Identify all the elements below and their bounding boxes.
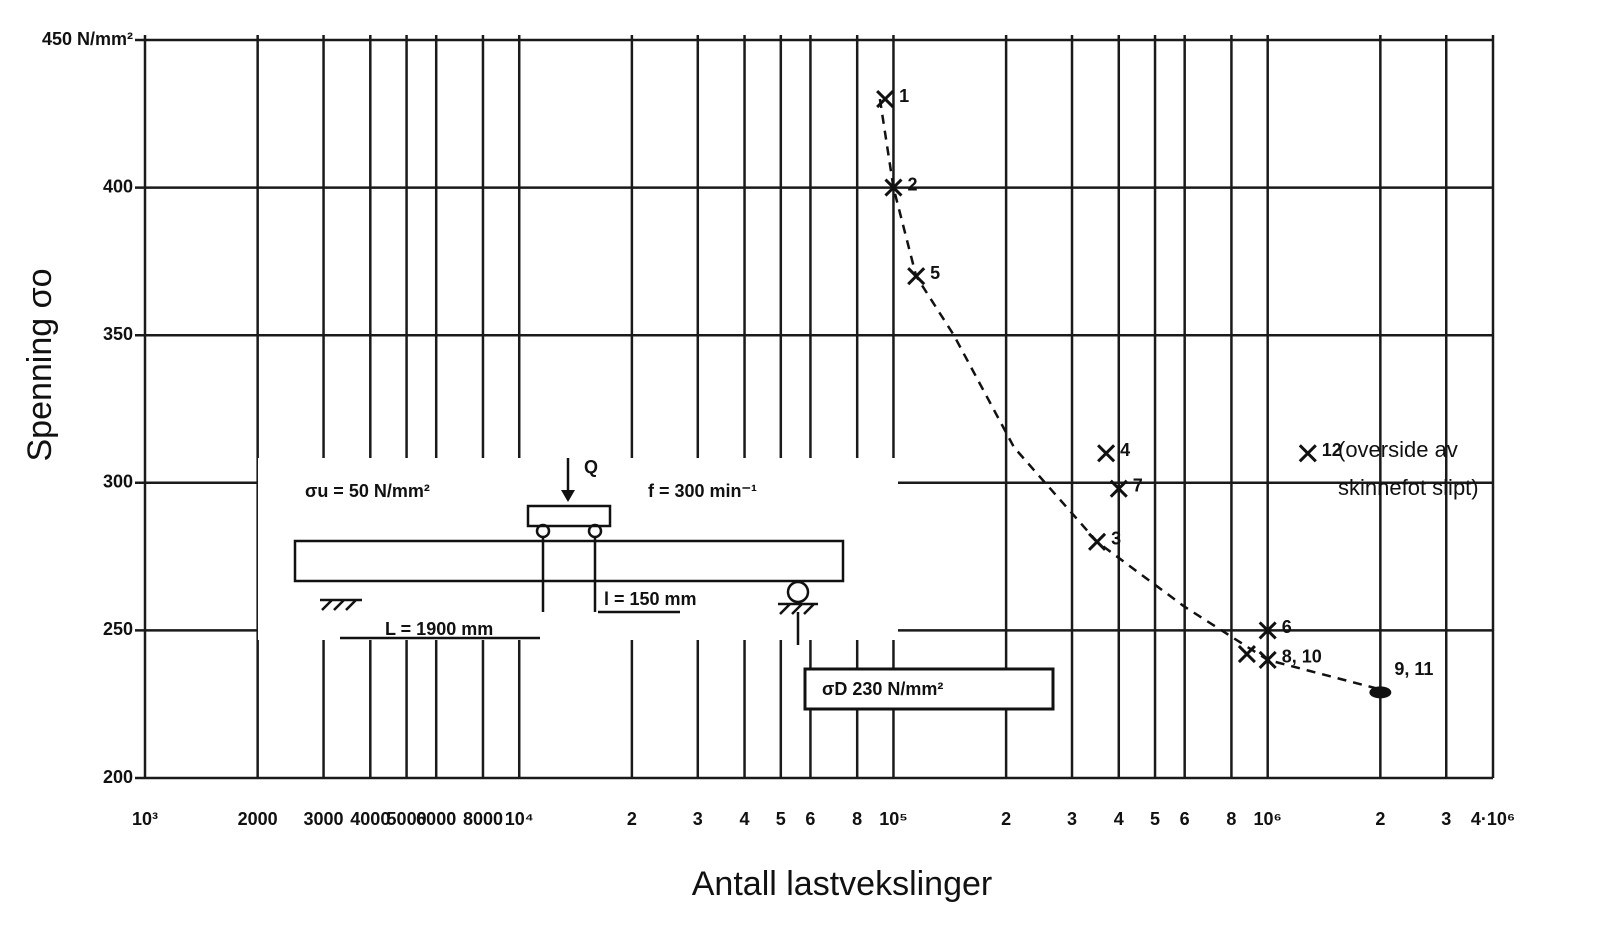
x-tick-label: 5 (1150, 809, 1160, 829)
x-tick-label: 10⁵ (879, 809, 907, 829)
y-tick-label: 400 (103, 176, 133, 196)
load-plate (526, 504, 612, 528)
x-tick-label: 4 (740, 809, 750, 829)
x-tick-label: 5 (776, 809, 786, 829)
y-tick-label: 300 (103, 472, 133, 492)
point (1237, 644, 1256, 664)
inset-diagram: σu = 50 N/mm² Q f = 300 min⁻¹ l = 150 mm… (258, 457, 898, 645)
arrow-head (561, 490, 575, 502)
point-label: 5 (930, 263, 940, 283)
y-tick-label: 450 N/mm² (42, 29, 133, 49)
y-axis-label: Spenning σo (21, 268, 59, 461)
point (1298, 444, 1317, 463)
inset-frequency: f = 300 min⁻¹ (648, 481, 757, 501)
inset-spacing: l = 150 mm (604, 589, 697, 609)
point-label: 2 (907, 174, 917, 194)
x-tick-label: 3 (693, 809, 703, 829)
inset-load: Q (584, 457, 598, 477)
support (320, 598, 362, 611)
inset-span: L = 1900 mm (385, 619, 493, 639)
annotation: skinnefot slipt) (1338, 475, 1479, 500)
x-tick-label: 8 (1226, 809, 1236, 829)
y-tick-label: 350 (103, 324, 133, 344)
point (884, 178, 903, 197)
x-tick-label: 3 (1067, 809, 1077, 829)
x-tick-label: 10⁶ (1254, 809, 1282, 829)
x-tick-label: 6 (1180, 809, 1190, 829)
y-tick-label: 200 (103, 767, 133, 787)
inset-background (258, 458, 898, 640)
point (1258, 621, 1277, 640)
x-tick-label: 10⁴ (505, 809, 534, 829)
point (876, 89, 895, 109)
annotation: (overside av (1338, 437, 1458, 462)
x-tick-label: 5000 (387, 809, 427, 829)
x-tick-label: 2000 (238, 809, 278, 829)
point-label: 4 (1120, 440, 1130, 460)
point-label: 12 (1322, 440, 1342, 460)
point (1109, 479, 1128, 498)
point (1369, 686, 1392, 699)
x-tick-label: 4 (1114, 809, 1124, 829)
x-tick-label: 2 (1001, 809, 1011, 829)
x-tick-label: 2 (627, 809, 637, 829)
x-tick-label: 4·10⁶ (1471, 809, 1515, 829)
x-tick-label: 3 (1441, 809, 1451, 829)
point-label: 3 (1111, 529, 1121, 549)
x-tick-label: 6000 (416, 809, 456, 829)
point-label: 9, 11 (1394, 659, 1433, 679)
x-tick-label: 10³ (132, 809, 158, 829)
x-tick-label: 3000 (304, 809, 344, 829)
y-tick-label: 250 (103, 619, 133, 639)
inset-stress: σu = 50 N/mm² (305, 481, 430, 501)
dimension-line (340, 537, 800, 645)
point-label: 6 (1282, 617, 1292, 637)
point (1258, 650, 1277, 669)
point (1097, 444, 1116, 463)
point (907, 267, 926, 286)
endurance-label: σD 230 N/mm² (822, 679, 943, 699)
support-roller (786, 580, 810, 604)
point-label: 7 (1133, 475, 1143, 495)
x-tick-label: 4000 (350, 809, 390, 829)
x-axis-label: Antall lastvekslinger (692, 865, 992, 903)
x-tick-label: 2 (1375, 809, 1385, 829)
support (778, 602, 818, 615)
endurance-box (803, 667, 1055, 711)
x-tick-label: 8 (852, 809, 862, 829)
point-label: 1 (899, 86, 909, 106)
beam (293, 539, 845, 583)
point-label: 8, 10 (1282, 647, 1322, 667)
x-tick-label: 6 (805, 809, 815, 829)
x-tick-label: 8000 (463, 809, 503, 829)
fitted-curve (878, 98, 1381, 691)
point (1088, 532, 1107, 551)
